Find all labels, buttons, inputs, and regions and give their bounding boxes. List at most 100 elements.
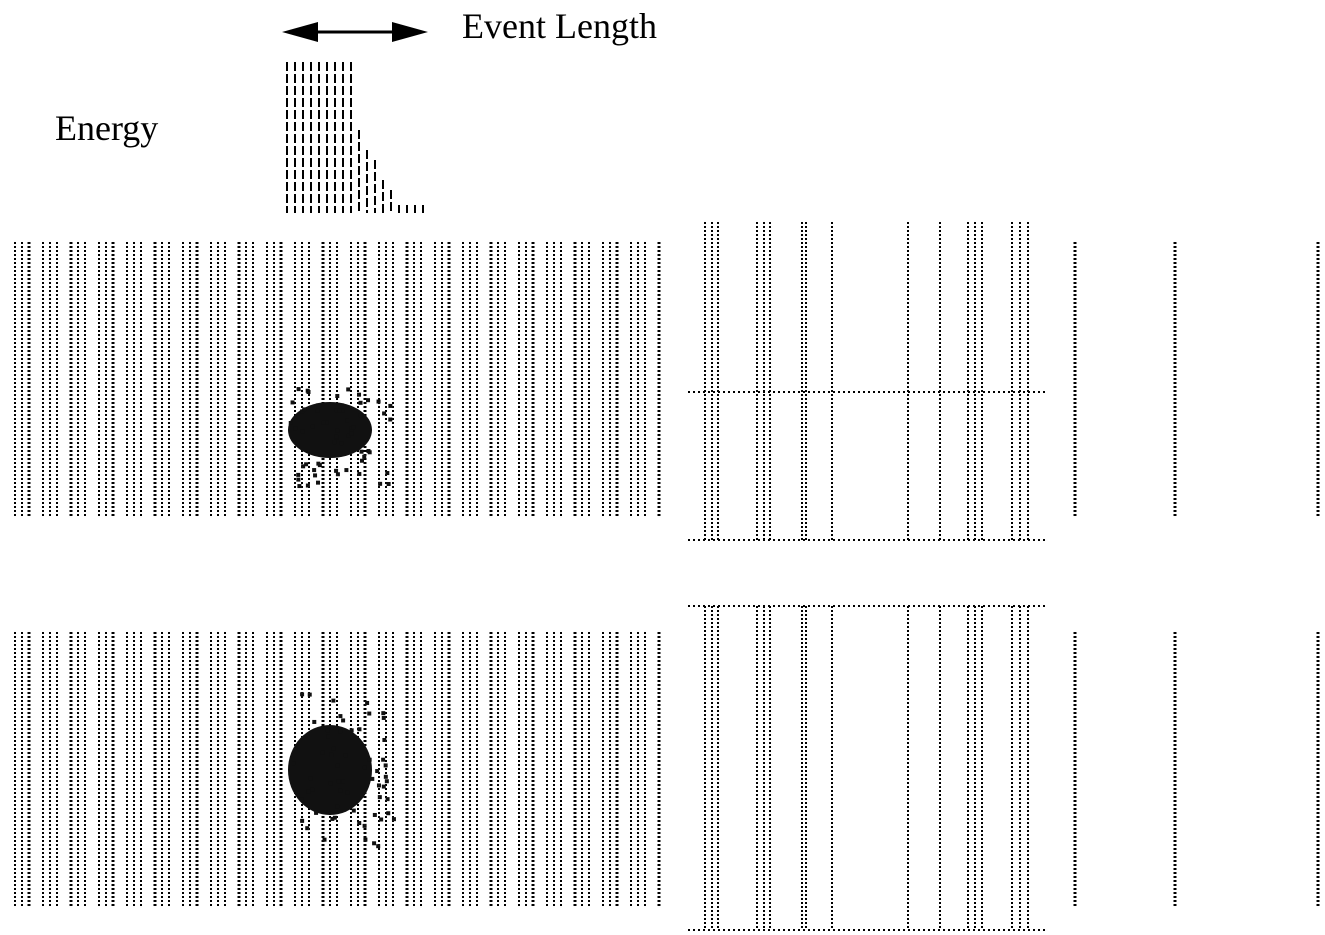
blob-speck (296, 478, 300, 482)
blob-speck (309, 776, 313, 780)
blob-speck (344, 753, 348, 757)
blob-speck (302, 407, 306, 411)
blob-speck (331, 699, 335, 703)
blob-speck (357, 393, 361, 397)
blob-speck (386, 811, 390, 815)
blob-speck (336, 764, 340, 768)
blob-speck (359, 450, 363, 454)
blob-speck (392, 817, 396, 821)
blob-speck (385, 471, 389, 475)
blob-speck (338, 789, 342, 793)
blob-speck (352, 809, 356, 813)
blob-speck (372, 841, 376, 845)
blob-speck (292, 761, 296, 765)
blob-speck (359, 401, 363, 405)
blob-speck (301, 429, 305, 433)
blob-speck (332, 440, 336, 444)
blob-speck (337, 409, 341, 413)
blob-speck (359, 413, 363, 417)
blob-speck (297, 387, 301, 391)
blob-speck (334, 435, 338, 439)
blob-speck (336, 472, 340, 476)
blob-speck (314, 811, 318, 815)
blob-speck (323, 838, 327, 842)
blob-speck (350, 432, 354, 436)
blob-speck (384, 775, 388, 779)
blob-speck (326, 735, 330, 739)
blob-speck (312, 468, 316, 472)
blob-speck (366, 398, 370, 402)
blob-speck (382, 411, 386, 415)
event-length-label: Event Length (462, 6, 657, 46)
blob-speck (357, 727, 361, 731)
blob-speck (381, 711, 385, 715)
blob-speck (335, 429, 339, 433)
blob-speck (365, 701, 369, 705)
blob-speck (350, 728, 354, 732)
blob-speck (306, 484, 310, 488)
blob-speck (300, 819, 304, 823)
blob-speck (300, 797, 304, 801)
blob-speck (313, 473, 317, 477)
blob-speck (363, 838, 367, 842)
blob-speck (378, 482, 382, 486)
blob-speck (376, 844, 380, 848)
blob-speck (385, 779, 389, 783)
blob-speck (310, 788, 314, 792)
blob-speck (362, 455, 366, 459)
blob-speck (379, 817, 383, 821)
blob-speck (382, 785, 386, 789)
blob-speck (338, 714, 342, 718)
blob-speck (357, 821, 361, 825)
blob-speck (308, 693, 312, 697)
blob-speck (296, 473, 300, 477)
blob-speck (345, 418, 349, 422)
blob-speck (368, 758, 372, 762)
blob-speck (305, 826, 309, 830)
blob-speck (333, 816, 337, 820)
blob-speck (378, 795, 382, 799)
blob-speck (306, 389, 310, 393)
blob-speck (363, 765, 367, 769)
blob-speck (375, 769, 379, 773)
blob-speck (366, 449, 370, 453)
blob-speck (346, 387, 350, 391)
blob-speck (382, 738, 386, 742)
blob-speck (373, 813, 377, 817)
blob-speck (316, 409, 320, 413)
blob-speck (370, 777, 374, 781)
blob-speck (335, 805, 339, 809)
blob-speck (297, 484, 301, 488)
blob-speck (388, 404, 392, 408)
blob-speck (388, 417, 392, 421)
blob-speck (377, 783, 381, 787)
blob-speck (360, 459, 364, 463)
blob-speck (338, 729, 342, 733)
blob-speck (387, 482, 391, 486)
blob-speck (386, 797, 390, 801)
blob-speck (377, 400, 381, 404)
diagram: Event Length Energy (0, 0, 1325, 935)
blob-speck (306, 790, 310, 794)
blob-speck (322, 421, 326, 425)
blob-speck (345, 791, 349, 795)
blob-speck (321, 751, 325, 755)
blob-speck (381, 758, 385, 762)
blob-speck (341, 718, 345, 722)
blob-speck (301, 464, 305, 468)
blob-speck (316, 481, 320, 485)
blob-speck (329, 781, 333, 785)
blob-speck (293, 426, 297, 430)
blob-speck (300, 692, 304, 696)
blob-speck (337, 779, 341, 783)
blob-speck (335, 394, 339, 398)
energy-label: Energy (55, 108, 158, 148)
blob-speck (329, 753, 333, 757)
blob-speck (367, 712, 371, 716)
blob-speck (326, 728, 330, 732)
blob-speck (344, 468, 348, 472)
blob-speck (357, 472, 361, 476)
blob-speck (312, 720, 316, 724)
blob-speck (291, 400, 295, 404)
blob-speck (384, 763, 388, 767)
